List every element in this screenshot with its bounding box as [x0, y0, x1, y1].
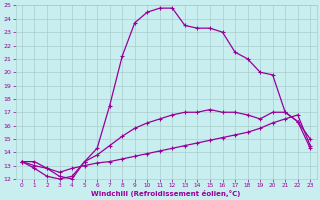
X-axis label: Windchill (Refroidissement éolien,°C): Windchill (Refroidissement éolien,°C) [92, 190, 241, 197]
